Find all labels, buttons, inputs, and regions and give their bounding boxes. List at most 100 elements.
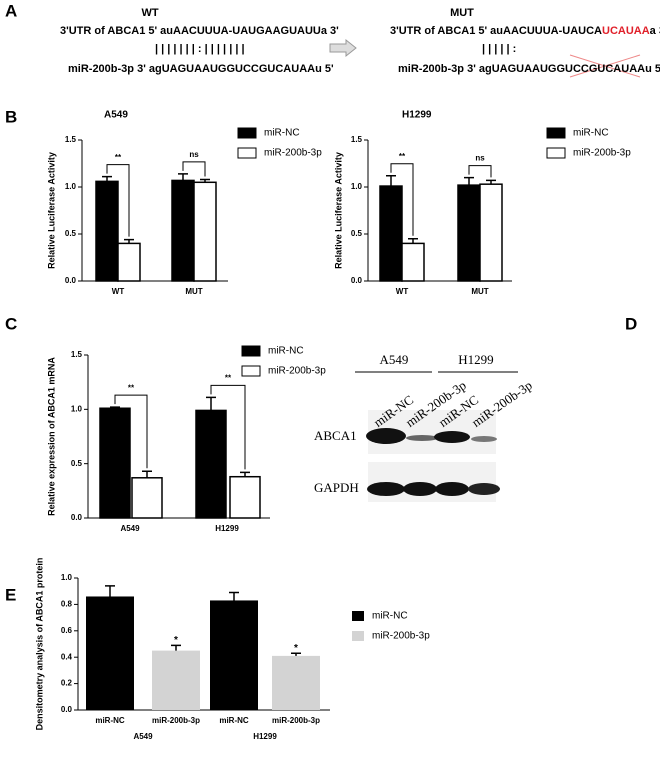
significance-bracket: [182, 161, 206, 177]
panel-label: E: [5, 585, 16, 604]
bar: [117, 242, 141, 282]
significance-label: **: [115, 153, 122, 162]
bar: [479, 183, 503, 282]
significance-label: **: [225, 373, 232, 382]
x-tick-label: WT: [112, 287, 125, 296]
legend-swatch: [237, 127, 257, 139]
seq-mirna: miR-200b-3p 3' agUAGUAAUGGUCCGUCAUAAu 5': [68, 63, 334, 75]
seq-utr: 3'UTR of ABCA1 5' auAACUUUA-UAUGAAGUAUUa…: [60, 25, 339, 37]
error-bar: [229, 591, 239, 601]
error-bar: [206, 396, 216, 411]
y-tick-label: 1.0: [71, 404, 83, 413]
y-tick-label: 0.5: [351, 229, 363, 238]
error-bar: [200, 178, 210, 183]
legend-swatch: [352, 631, 364, 641]
bar: [379, 185, 403, 282]
y-tick-label: 1.5: [71, 350, 83, 359]
error-bar: [486, 179, 496, 185]
legend-label: miR-NC: [268, 346, 304, 357]
significance-label: ns: [475, 154, 485, 163]
error-bar: [291, 652, 301, 656]
band: [366, 428, 406, 444]
cross-line: [569, 54, 641, 78]
legend-label: miR-200b-3p: [573, 148, 631, 159]
bar: [401, 242, 425, 282]
significance-bracket: [114, 394, 148, 469]
bar: [195, 409, 227, 519]
y-tick-label: 0.5: [65, 229, 77, 238]
significance-label: **: [399, 152, 406, 161]
significance-label: *: [294, 643, 298, 654]
bar: [99, 407, 131, 519]
error-bar: [142, 470, 152, 478]
seq-mutated: UCAUAA: [602, 25, 650, 37]
error-bar: [105, 585, 115, 597]
band: [434, 431, 470, 443]
bar: [152, 650, 200, 710]
legend-swatch: [352, 611, 364, 621]
legend-swatch: [241, 345, 261, 357]
y-axis-label: Densitometry analysis of ABCA1 protein: [34, 558, 44, 731]
error-bar: [178, 173, 188, 181]
y-axis-label: Relative expression of ABCA1 mRNA: [46, 357, 56, 516]
error-bar: [464, 176, 474, 186]
legend-swatch: [546, 147, 566, 159]
y-tick-label: 0.0: [351, 276, 363, 285]
panel-label: B: [5, 107, 17, 126]
seq-part: a 3': [650, 25, 660, 37]
band: [403, 482, 437, 496]
legend-label: miR-NC: [573, 128, 609, 139]
y-tick-label: 1.5: [65, 135, 77, 144]
band: [471, 436, 497, 442]
seq-part: 3'UTR of ABCA1 5' auAACUUUA-UAUCA: [390, 25, 602, 37]
x-tick-label: MUT: [185, 287, 202, 296]
band: [367, 482, 405, 496]
error-bar: [110, 406, 120, 409]
legend-swatch: [241, 365, 261, 377]
y-axis-label: Relative Luciferase Activity: [46, 152, 56, 269]
seq-mirna: miR-200b-3p 3' agUAGUAAUGGUCCGUCAUAAu 5': [398, 63, 660, 75]
chart-title: H1299: [402, 110, 432, 121]
legend-swatch: [237, 147, 257, 159]
bar: [210, 600, 258, 710]
y-tick-label: 0.5: [71, 459, 83, 468]
band: [406, 435, 438, 441]
x-tick-label: WT: [396, 287, 409, 296]
bar-label: miR-200b-3p: [152, 716, 200, 725]
significance-bracket: [468, 165, 492, 178]
legend-label: miR-NC: [264, 128, 300, 139]
legend-label: miR-200b-3p: [268, 366, 326, 377]
legend-label: miR-200b-3p: [372, 631, 430, 642]
legend-swatch: [546, 127, 566, 139]
error-bar: [240, 471, 250, 477]
y-axis-label: Relative Luciferase Activity: [333, 152, 343, 269]
bar-label: miR-NC: [219, 716, 249, 725]
bar: [131, 477, 163, 519]
bar: [272, 655, 320, 710]
band: [435, 482, 469, 496]
error-bar: [171, 644, 181, 651]
group-label: A549: [133, 732, 153, 741]
significance-bracket: [210, 384, 246, 470]
y-tick-label: 1.5: [351, 135, 363, 144]
error-bar: [102, 175, 112, 182]
bar: [171, 179, 195, 282]
x-tick-label: MUT: [471, 287, 488, 296]
bar: [86, 596, 134, 710]
blot-row: ABCA1: [314, 428, 357, 443]
group-label: H1299: [253, 732, 277, 741]
bar: [229, 475, 261, 519]
blot-membrane: [368, 462, 496, 502]
x-tick-label: H1299: [215, 524, 239, 533]
seq-utr: 3'UTR of ABCA1 5' auAACUUUA-UAUCAUCAUAAa…: [390, 25, 660, 37]
bar: [95, 180, 119, 282]
panel-label: C: [5, 314, 17, 333]
y-tick-label: 0.0: [65, 276, 77, 285]
bar: [193, 181, 217, 282]
blot-group: H1299: [458, 352, 493, 367]
y-tick-label: 0.2: [61, 679, 73, 688]
error-bar: [408, 237, 418, 244]
panel-label: A: [5, 1, 17, 20]
significance-label: **: [128, 383, 135, 392]
